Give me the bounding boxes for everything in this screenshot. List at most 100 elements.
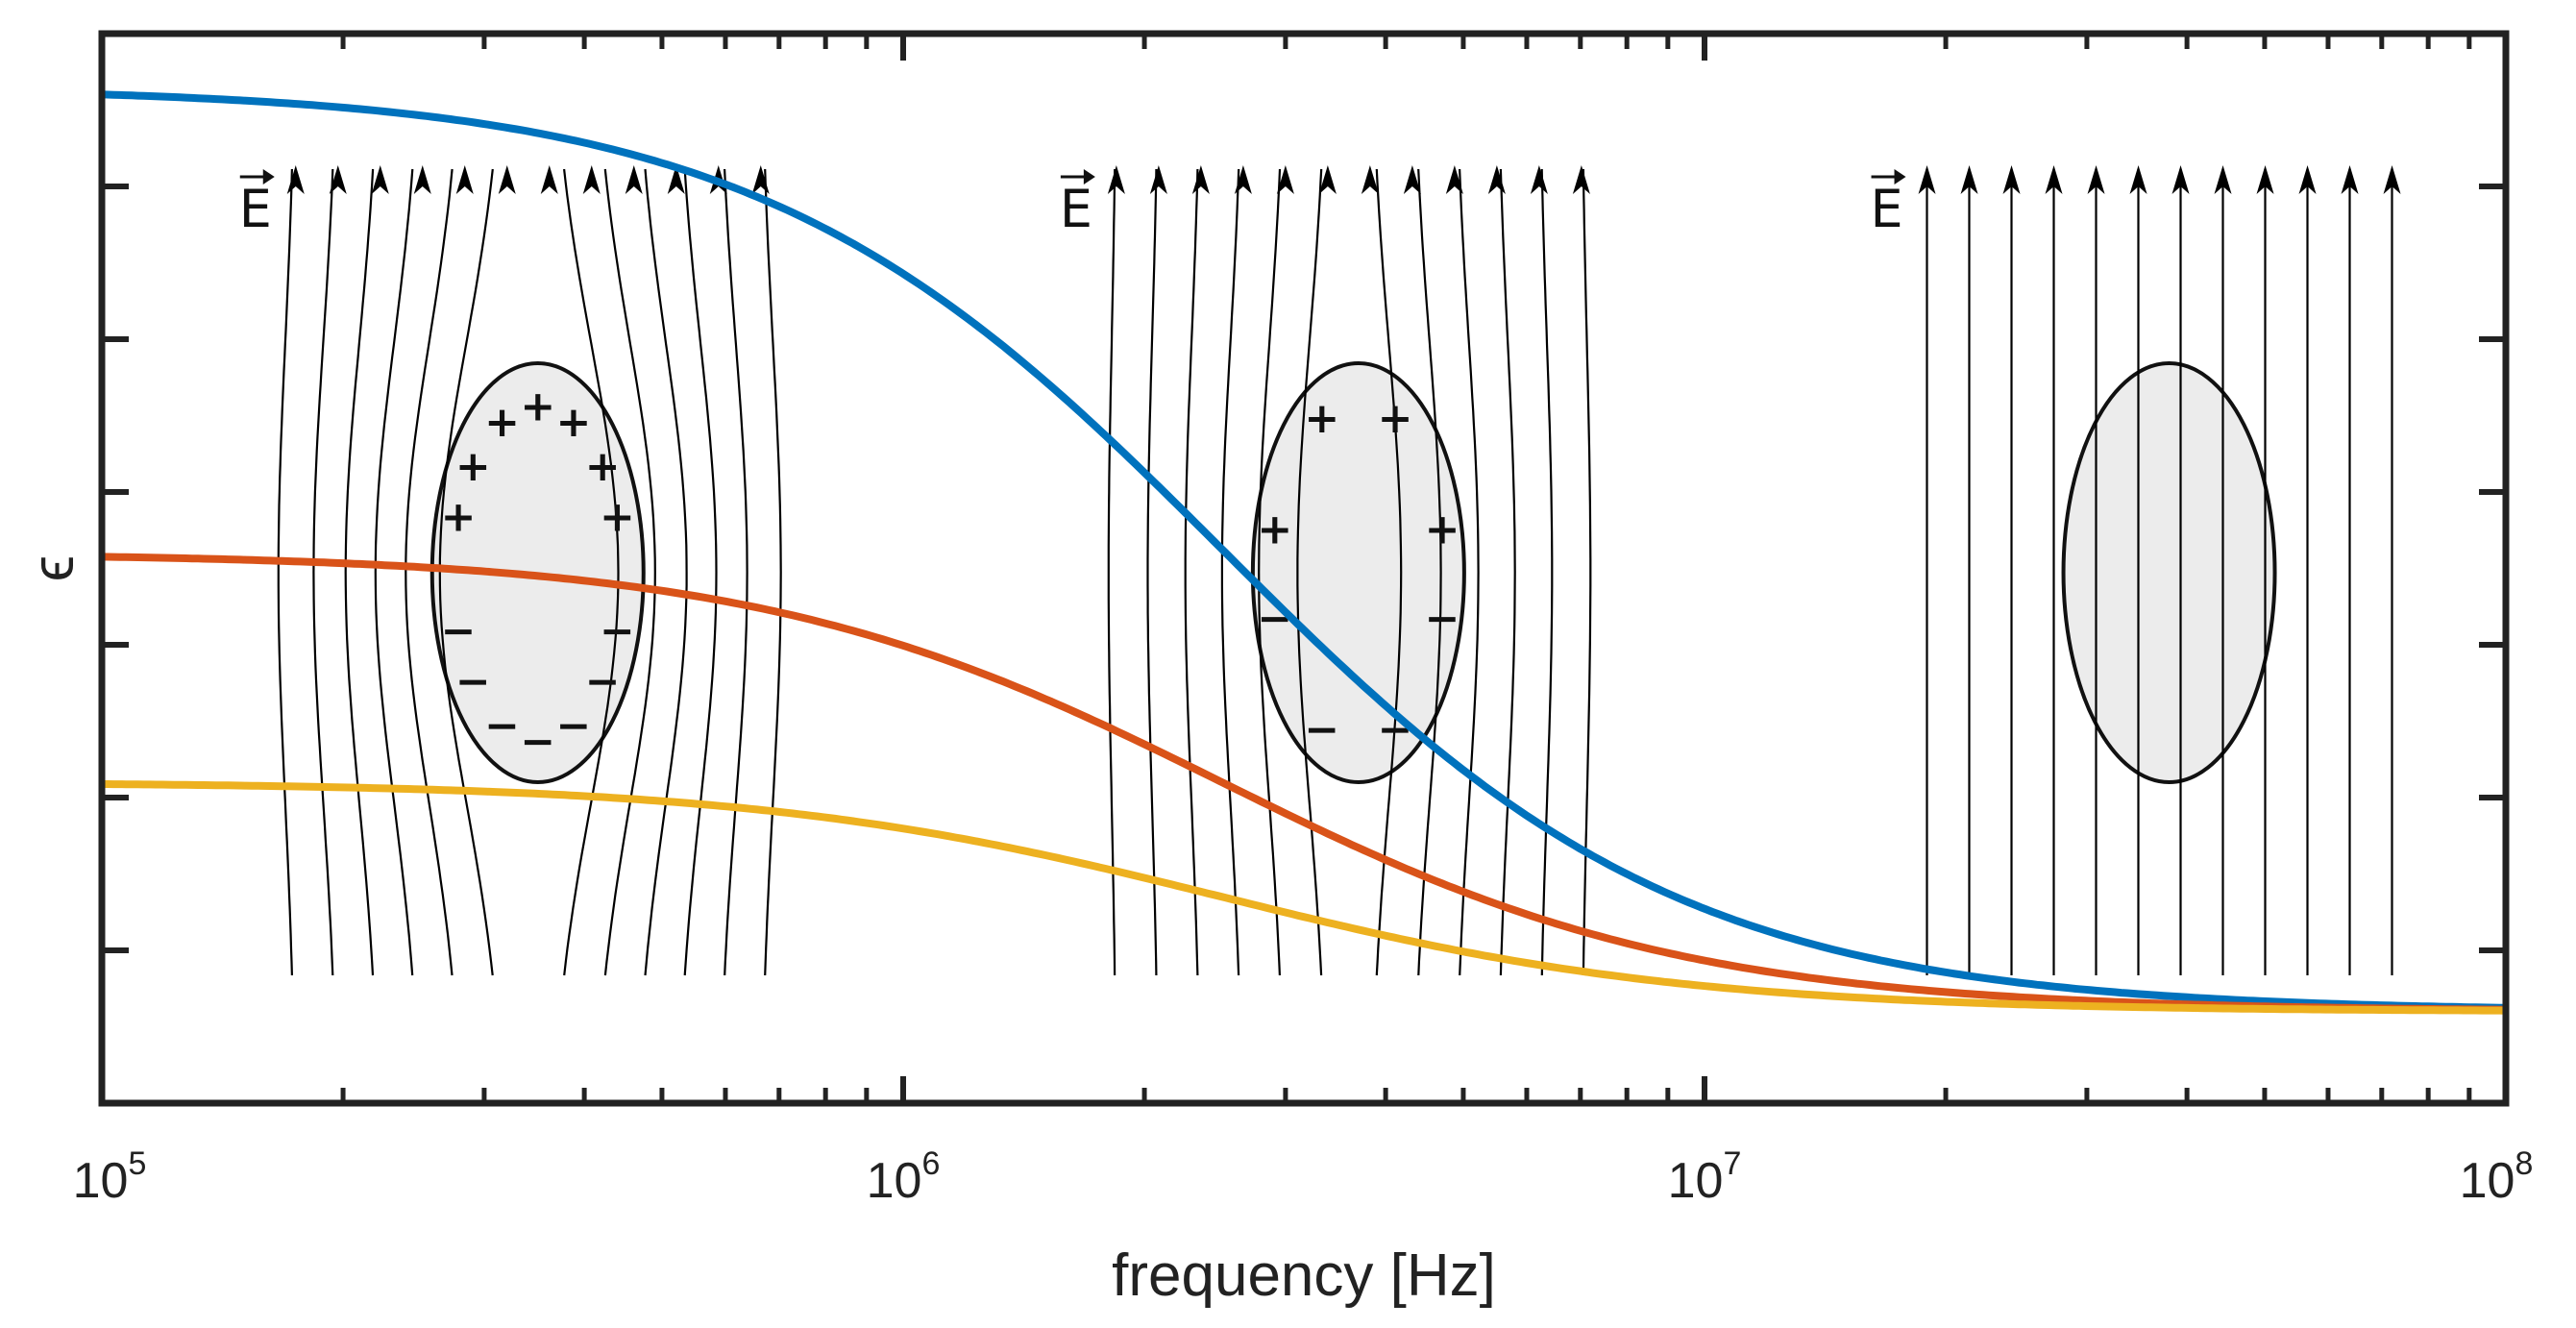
- negative-charge: −: [556, 701, 592, 750]
- field-arrow-head: [329, 165, 347, 194]
- field-arrow-head: [1318, 165, 1337, 194]
- field-label-E: E: [1060, 179, 1092, 239]
- field-arrow-head: [413, 165, 431, 194]
- field-arrow-head: [2214, 165, 2232, 194]
- negative-charge: −: [600, 607, 635, 656]
- field-arrow-head: [286, 165, 305, 194]
- field-arrow-head: [1191, 165, 1210, 194]
- field-arrow-head: [1361, 165, 1379, 194]
- field-line: [603, 168, 656, 976]
- series-line-orange: [101, 553, 2506, 1014]
- field-line: [312, 168, 334, 976]
- field-arrow-head: [1149, 165, 1167, 194]
- field-arrow-head: [2298, 165, 2317, 194]
- field-line: [1459, 168, 1480, 976]
- field-line: [644, 168, 688, 976]
- field-arrow-head: [2087, 165, 2105, 194]
- field-arrow-head: [1276, 165, 1294, 194]
- field-arrow-head: [2256, 165, 2274, 194]
- field-arrow-head: [2341, 165, 2359, 194]
- field-arrow-head: [667, 165, 685, 194]
- field-line: [1375, 168, 1403, 976]
- field-arrow-head: [1487, 165, 1506, 194]
- field-line: [277, 168, 293, 976]
- field-label-arrow-head: [1083, 169, 1095, 184]
- field-line: [438, 168, 494, 976]
- field-arrow-head: [1572, 165, 1590, 194]
- field-arrow-head: [2383, 165, 2401, 194]
- field-label-arrow-head: [1894, 169, 1906, 184]
- field-arrow-head: [2002, 165, 2021, 194]
- field-arrow-head: [371, 165, 389, 194]
- negative-charge: −: [484, 701, 520, 750]
- x-tick-labels: 105 106 107 108: [73, 1145, 2534, 1209]
- field-arrow-head: [498, 165, 516, 194]
- field-arrow-head: [1530, 165, 1548, 194]
- field-arrow-head: [2045, 165, 2063, 194]
- field-arrow-head: [1403, 165, 1421, 194]
- field-line: [1499, 168, 1516, 976]
- field-label-E: E: [1870, 179, 1902, 239]
- positive-charge: +: [1257, 505, 1292, 554]
- x-tick-label: 107: [1668, 1145, 1742, 1209]
- field-label-E: E: [239, 179, 272, 239]
- field-arrow-head: [625, 165, 643, 194]
- field-illustration-3: E: [1870, 165, 2401, 975]
- y-axis-label: ϵ: [20, 555, 86, 581]
- field-line: [1582, 168, 1592, 976]
- positive-charge: +: [556, 398, 592, 447]
- negative-charge: −: [585, 657, 621, 706]
- field-line: [1417, 168, 1442, 976]
- field-line: [344, 168, 375, 976]
- field-arrow-head: [1960, 165, 1978, 194]
- field-line: [1258, 168, 1282, 976]
- field-line: [563, 168, 620, 976]
- positive-charge: +: [441, 492, 477, 541]
- x-tick-label: 108: [2460, 1145, 2534, 1209]
- field-line: [1146, 168, 1158, 976]
- positive-charge: +: [520, 382, 555, 431]
- field-line: [764, 168, 782, 976]
- positive-charge: +: [1378, 394, 1413, 443]
- negative-charge: −: [441, 607, 477, 656]
- axes-frame: [98, 30, 2510, 1107]
- field-arrow-head: [582, 165, 601, 194]
- x-tick-label: 106: [867, 1145, 941, 1209]
- field-line: [1184, 168, 1199, 976]
- positive-charge: +: [585, 442, 621, 491]
- field-line: [1296, 168, 1323, 976]
- particle-ellipse: [1250, 361, 1466, 784]
- negative-charge: −: [1425, 594, 1460, 643]
- series-line-yellow: [102, 780, 2507, 1015]
- positive-charge: +: [1304, 394, 1339, 443]
- field-line: [405, 168, 454, 976]
- field-arrow-head: [2129, 165, 2147, 194]
- x-tick-label: 105: [73, 1145, 147, 1209]
- field-line: [374, 168, 414, 976]
- positive-charge: +: [1425, 505, 1460, 554]
- series-lines: [101, 90, 2507, 1015]
- field-illustration-2: E+ ++ +− −− −: [1060, 165, 1592, 976]
- negative-charge: −: [1304, 705, 1339, 754]
- field-arrow-head: [1445, 165, 1463, 194]
- field-arrow-head: [1107, 165, 1125, 194]
- field-line: [724, 168, 748, 976]
- field-arrow-head: [455, 165, 474, 194]
- x-axis-label: frequency [Hz]: [1112, 1242, 1496, 1309]
- field-arrow-head: [2171, 165, 2190, 194]
- field-line: [1107, 168, 1116, 976]
- field-arrow-head: [1918, 165, 1936, 194]
- positive-charge: +: [455, 442, 491, 491]
- field-illustrations: E++ ++ ++ +−− −− −− −E+ ++ +− −− −E: [239, 165, 2401, 976]
- field-arrow-head: [751, 165, 770, 194]
- axes: [98, 30, 2510, 1107]
- field-arrow-head: [540, 165, 558, 194]
- field-arrow-head: [1234, 165, 1252, 194]
- field-line: [683, 168, 718, 976]
- field-label-arrow-head: [262, 169, 275, 184]
- field-line: [1540, 168, 1554, 976]
- field-line: [1220, 168, 1240, 976]
- negative-charge: −: [520, 717, 555, 766]
- negative-charge: −: [455, 657, 491, 706]
